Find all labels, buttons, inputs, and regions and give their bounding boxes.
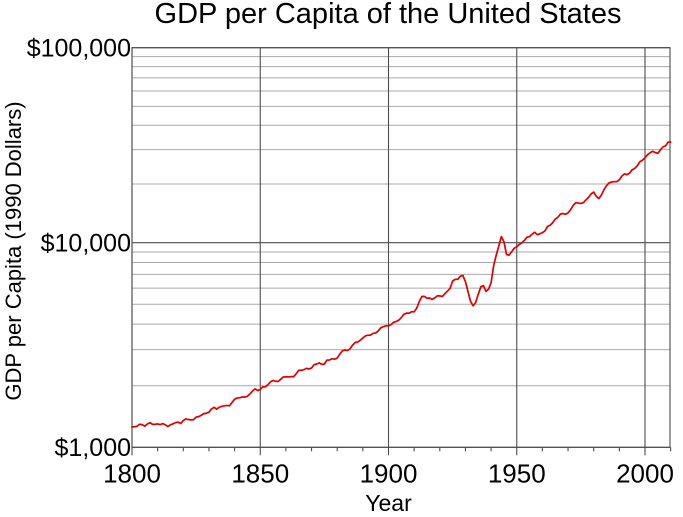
svg-text:$100,000: $100,000 xyxy=(27,34,131,62)
svg-text:1850: 1850 xyxy=(231,458,289,488)
svg-text:1800: 1800 xyxy=(103,458,161,488)
svg-text:$10,000: $10,000 xyxy=(41,229,131,257)
svg-text:2000: 2000 xyxy=(616,458,674,488)
svg-text:1900: 1900 xyxy=(360,458,418,488)
svg-text:1950: 1950 xyxy=(488,458,546,488)
